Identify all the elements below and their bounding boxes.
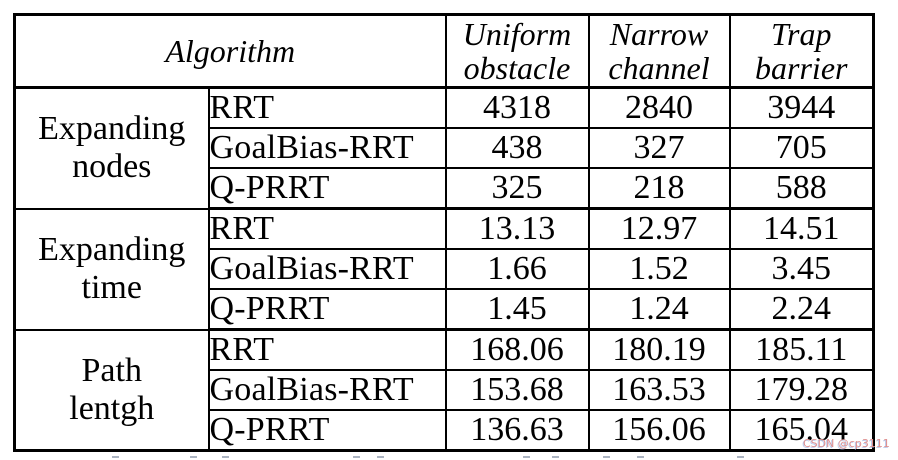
metric-label-path-length: Path lentgh — [13, 328, 210, 452]
value-cell: 165.04 — [728, 409, 875, 452]
column-header-narrow-channel: Narrow channel — [587, 13, 731, 89]
table-row: Q-PRRT 136.63 156.06 165.04 — [15, 409, 875, 452]
text-fragment — [112, 456, 119, 458]
value-cell: 136.63 — [444, 409, 590, 452]
algorithm-name-cell: RRT — [207, 86, 447, 129]
algorithm-name-cell: RRT — [207, 328, 447, 371]
value-cell: 2.24 — [728, 288, 875, 331]
table-row: Q-PRRT 325 218 588 — [15, 167, 875, 210]
text-fragment — [637, 456, 644, 458]
table-row: Q-PRRT 1.45 1.24 2.24 — [15, 288, 875, 331]
value-cell: 168.06 — [444, 328, 590, 371]
metric-label-expanding-nodes: Expanding nodes — [13, 86, 210, 210]
algorithm-header-cell: Algorithm — [13, 13, 447, 89]
table-row: GoalBias-RRT 1.66 1.52 3.45 — [15, 248, 875, 290]
value-cell: 705 — [728, 127, 875, 169]
header-line: obstacle — [463, 50, 571, 86]
metric-label-expanding-time: Expanding time — [13, 207, 210, 331]
metric-line: Expanding — [38, 231, 186, 268]
value-cell: 3.45 — [728, 248, 875, 290]
metric-line: Path — [81, 351, 142, 389]
text-fragment — [353, 456, 360, 458]
algorithm-comparison-table: Algorithm Uniform obstacle Narrow channe… — [13, 13, 875, 452]
table-header-row: Algorithm Uniform obstacle Narrow channe… — [13, 13, 875, 89]
value-cell: 13.13 — [444, 207, 590, 250]
csdn-watermark: CSDN @cp3111 — [803, 437, 890, 450]
text-fragment — [222, 456, 229, 458]
algorithm-name-cell: Q-PRRT — [207, 167, 447, 210]
value-cell: 180.19 — [587, 328, 731, 371]
header-line: Uniform — [462, 16, 572, 52]
value-cell: 4318 — [444, 86, 590, 129]
value-cell: 588 — [728, 167, 875, 210]
metric-line: time — [81, 269, 142, 306]
value-cell: 163.53 — [587, 369, 731, 411]
algorithm-name-cell: RRT — [207, 207, 447, 250]
value-cell: 1.24 — [587, 288, 731, 331]
column-header-trap-barrier: Trap barrier — [728, 13, 875, 89]
text-fragment — [190, 456, 197, 458]
value-cell: 325 — [444, 167, 590, 210]
text-fragment — [523, 456, 530, 458]
algorithm-name-cell: GoalBias-RRT — [207, 369, 447, 411]
algorithm-name-cell: Q-PRRT — [207, 288, 447, 331]
value-cell: 2840 — [587, 86, 731, 129]
header-line: Trap — [771, 16, 832, 52]
value-cell: 1.66 — [444, 248, 590, 290]
value-cell: 14.51 — [728, 207, 875, 250]
column-header-uniform-obstacle: Uniform obstacle — [444, 13, 590, 89]
table-row: GoalBias-RRT 153.68 163.53 179.28 — [15, 369, 875, 411]
table-row: Path lentgh RRT 168.06 180.19 185.11 — [13, 328, 875, 452]
text-fragment — [737, 456, 744, 458]
value-cell: 12.97 — [587, 207, 731, 250]
text-fragment — [377, 456, 384, 458]
algorithm-name-cell: GoalBias-RRT — [207, 248, 447, 290]
value-cell: 153.68 — [444, 369, 590, 411]
cut-off-caption-fragments — [0, 456, 898, 460]
value-cell: 156.06 — [587, 409, 731, 452]
value-cell: 327 — [587, 127, 731, 169]
value-cell: 3944 — [728, 86, 875, 129]
value-cell: 179.28 — [728, 369, 875, 411]
table-row: Expanding nodes RRT 4318 2840 3944 — [13, 86, 875, 210]
metric-line: Expanding — [38, 110, 186, 148]
value-cell: 438 — [444, 127, 590, 169]
metric-line: lentgh — [69, 389, 155, 427]
algorithm-name-cell: GoalBias-RRT — [207, 127, 447, 169]
text-fragment — [603, 456, 610, 458]
value-cell: 1.45 — [444, 288, 590, 331]
header-line: channel — [608, 50, 710, 86]
table-row: Expanding time RRT 13.13 12.97 14.51 — [13, 207, 875, 331]
value-cell: 1.52 — [587, 248, 731, 290]
value-cell: 185.11 — [728, 328, 875, 371]
text-fragment — [552, 456, 559, 458]
value-cell: 218 — [587, 167, 731, 210]
header-line: barrier — [755, 50, 848, 86]
header-line: Narrow — [609, 16, 709, 52]
table-row: GoalBias-RRT 438 327 705 — [15, 127, 875, 169]
algorithm-name-cell: Q-PRRT — [207, 409, 447, 452]
metric-line: nodes — [72, 148, 152, 186]
